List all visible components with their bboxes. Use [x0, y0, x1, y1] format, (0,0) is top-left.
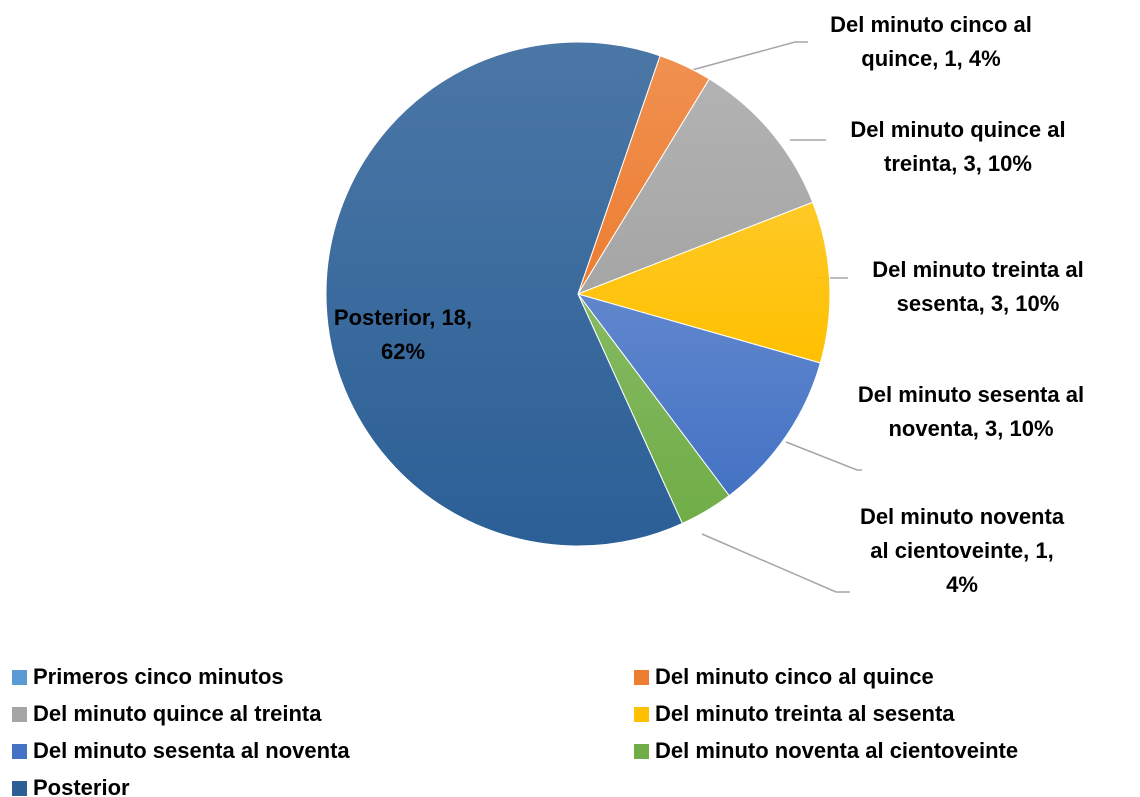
legend-label: Del minuto noventa al cientoveinte	[655, 738, 1019, 763]
pie-slice	[576, 293, 821, 497]
pie-slice	[576, 78, 814, 296]
legend-swatch	[12, 670, 27, 685]
leader-line	[691, 41, 808, 71]
legend-swatch	[12, 781, 27, 796]
leader-line	[701, 533, 850, 593]
data-label: Posterior, 18, 62%	[333, 305, 473, 364]
legend-item: Del minuto treinta al sesenta	[634, 701, 955, 727]
legend-swatch	[634, 744, 649, 759]
legend-swatch	[634, 670, 649, 685]
pie-slice	[576, 201, 831, 364]
data-label: Del minuto sesenta al noventa, 3, 10%	[857, 382, 1085, 441]
legend-label: Del minuto sesenta al noventa	[33, 738, 350, 763]
legend-label: Del minuto cinco al quince	[655, 664, 934, 689]
data-label: Del minuto treinta al sesenta, 3, 10%	[872, 257, 1084, 316]
legend-swatch	[12, 744, 27, 759]
legend-label: Del minuto treinta al sesenta	[655, 701, 955, 726]
legend-label: Posterior	[33, 775, 130, 797]
legend-item: Del minuto noventa al cientoveinte	[634, 738, 1018, 764]
data-label: Del minuto quince al treinta, 3, 10%	[850, 117, 1066, 176]
legend-label: Primeros cinco minutos	[33, 664, 284, 689]
leader-line	[785, 441, 862, 471]
data-label: Del minuto noventa al cientoveinte, 1, 4…	[859, 504, 1065, 597]
data-label: Del minuto cinco al quince, 1, 4%	[830, 12, 1032, 71]
legend-swatch	[12, 707, 27, 722]
legend-item: Posterior	[12, 775, 130, 797]
legend-item: Del minuto sesenta al noventa	[12, 738, 350, 764]
legend-item: Primeros cinco minutos	[12, 664, 284, 690]
legend-swatch	[634, 707, 649, 722]
pie-slice	[325, 41, 683, 547]
legend-item: Del minuto cinco al quince	[634, 664, 934, 690]
legend-label: Del minuto quince al treinta	[33, 701, 322, 726]
legend-item: Del minuto quince al treinta	[12, 701, 321, 727]
